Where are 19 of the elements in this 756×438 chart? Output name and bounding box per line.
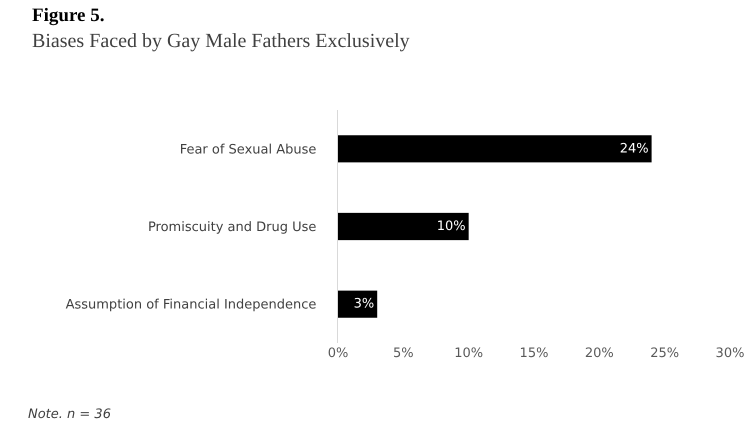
y-tick-label: Assumption of Financial Independence xyxy=(66,298,316,313)
text: Figure 5. xyxy=(32,5,104,26)
x-tick-label: 15% xyxy=(520,346,548,361)
x-tick-label: 30% xyxy=(716,346,744,361)
x-tick-label: 10% xyxy=(454,346,484,361)
data-label: 24% xyxy=(620,141,649,156)
bar xyxy=(338,290,378,318)
x-tick-label: 20% xyxy=(584,346,614,361)
y-tick-label: Promiscuity and Drug Use xyxy=(148,220,316,236)
x-tick-label: 5% xyxy=(393,346,414,361)
chart-subtitle: Biases Faced by Gay Male Fathers Exclusively xyxy=(32,30,410,52)
bar xyxy=(338,212,469,240)
bar xyxy=(338,135,652,162)
text: Note. n = 36 xyxy=(28,407,111,422)
x-tick-label: 25% xyxy=(650,346,680,361)
x-tick-label: 0% xyxy=(328,346,348,361)
data-label: 3% xyxy=(354,296,374,312)
y-tick-label: Fear of Sexual Abuse xyxy=(180,142,316,158)
data-label: 10% xyxy=(436,219,466,234)
